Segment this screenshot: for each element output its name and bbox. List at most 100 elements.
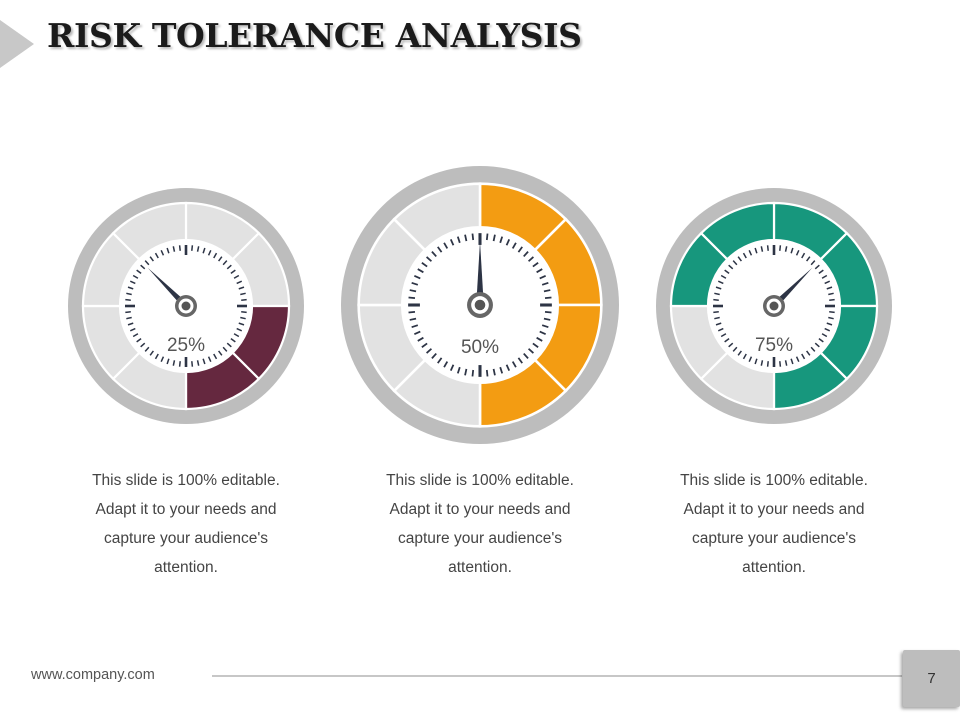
gauge-tick bbox=[492, 368, 496, 376]
gauge-tick bbox=[732, 260, 738, 266]
gauge-tick bbox=[784, 246, 788, 252]
description-line: This slide is 100% editable. bbox=[680, 472, 868, 489]
gauge-tick bbox=[724, 338, 730, 343]
description-line: capture your audience's bbox=[397, 530, 563, 547]
gauge-tick bbox=[240, 292, 246, 296]
gauge-tick bbox=[544, 310, 552, 314]
gauge-tick bbox=[222, 260, 228, 266]
gauge-tick bbox=[409, 317, 417, 321]
gauge-tick bbox=[717, 280, 724, 285]
gauge-segment-filled bbox=[699, 201, 776, 261]
gauge-tick bbox=[154, 252, 159, 259]
gauge-tick bbox=[207, 356, 212, 363]
description-line: attention. bbox=[742, 559, 806, 576]
gauge-tick bbox=[437, 357, 443, 364]
gauge-tick bbox=[821, 333, 828, 338]
gauge-tick bbox=[523, 352, 529, 359]
gauge-tick bbox=[431, 251, 437, 258]
gauge-tick bbox=[713, 311, 719, 314]
gauge-tick bbox=[539, 330, 546, 336]
gauge-tick bbox=[160, 249, 165, 256]
gauge-tick bbox=[810, 260, 816, 266]
gauge-tick bbox=[732, 346, 738, 352]
gauge-tick bbox=[536, 268, 543, 274]
gauge-tick bbox=[499, 366, 504, 374]
gauge-tick bbox=[806, 350, 811, 356]
gauge-tick bbox=[213, 353, 218, 360]
gauge-2-description: This slide is 100% editable. Adapt it to… bbox=[365, 466, 595, 582]
gauge-tick bbox=[202, 247, 206, 254]
gauge-tick bbox=[126, 316, 132, 320]
gauge-tick bbox=[125, 298, 131, 301]
gauge-tick bbox=[240, 316, 246, 320]
gauge-tick bbox=[814, 264, 820, 270]
gauge-tick bbox=[166, 247, 170, 254]
gauge-tick bbox=[541, 324, 549, 329]
gauge-tick bbox=[191, 245, 194, 251]
gauge-tick bbox=[754, 358, 758, 365]
gauge-tick bbox=[824, 280, 831, 285]
gauge-tick bbox=[233, 274, 240, 279]
gauge-tick bbox=[784, 360, 788, 366]
gauge-tick bbox=[748, 356, 753, 363]
gauge-tick bbox=[417, 336, 424, 342]
gauge-tick bbox=[532, 342, 539, 348]
gauge-tick bbox=[779, 245, 782, 251]
gauge-tick bbox=[127, 286, 134, 290]
footer-url[interactable]: www.company.com bbox=[31, 667, 155, 683]
gauge-tick bbox=[720, 274, 727, 279]
gauge-2: 50% bbox=[341, 166, 619, 444]
gauge-tick bbox=[178, 245, 181, 251]
gauge-tick bbox=[417, 268, 424, 274]
gauge-tick bbox=[464, 234, 468, 242]
gauge-tick bbox=[517, 357, 523, 364]
gauge-tick bbox=[828, 316, 834, 320]
gauge-tick bbox=[236, 280, 243, 285]
gauge-tick bbox=[421, 262, 428, 268]
gauge-tick bbox=[213, 252, 218, 259]
gauge-tick bbox=[191, 361, 194, 367]
gauge-3-description: This slide is 100% editable. Adapt it to… bbox=[659, 466, 889, 582]
gauge-tick bbox=[456, 366, 461, 374]
gauge-tick bbox=[233, 333, 240, 338]
slide-title: RISK TOLERANCE ANALYSIS bbox=[47, 16, 582, 55]
gauge-tick bbox=[714, 316, 720, 320]
gauge-tick bbox=[499, 236, 504, 244]
gauge-tick bbox=[829, 298, 835, 301]
description-line: This slide is 100% editable. bbox=[92, 472, 280, 489]
gauge-tick bbox=[160, 356, 165, 363]
gauge-tick bbox=[222, 346, 228, 352]
gauge-tick bbox=[511, 361, 517, 368]
description-line: Adapt it to your needs and bbox=[389, 501, 571, 518]
gauge-tick bbox=[795, 356, 800, 363]
gauge-tick bbox=[801, 252, 806, 259]
gauge-tick bbox=[814, 342, 820, 348]
gauge-tick bbox=[411, 324, 419, 329]
description-line: Adapt it to your needs and bbox=[95, 501, 277, 518]
gauge-tick bbox=[140, 342, 146, 348]
description-line: attention. bbox=[154, 559, 218, 576]
gauge-tick bbox=[766, 361, 769, 367]
gauge-tick bbox=[408, 296, 416, 300]
gauge-tick bbox=[826, 286, 833, 290]
gauge-1-description: This slide is 100% editable. Adapt it to… bbox=[71, 466, 301, 582]
gauge-tick bbox=[431, 352, 437, 359]
gauge-tick bbox=[140, 264, 146, 270]
gauge-tick bbox=[126, 292, 132, 296]
gauge-tick bbox=[795, 249, 800, 256]
description-line: capture your audience's bbox=[691, 530, 857, 547]
gauge-1-value-label: 25% bbox=[167, 335, 205, 356]
gauge-tick bbox=[129, 280, 136, 285]
gauge-tick bbox=[821, 274, 828, 279]
gauge-tick bbox=[230, 269, 236, 274]
gauge-tick bbox=[443, 361, 449, 368]
gauge-hub-center bbox=[181, 301, 191, 311]
gauge-tick bbox=[492, 234, 496, 242]
description-line: Adapt it to your needs and bbox=[683, 501, 865, 518]
gauge-tick bbox=[144, 346, 150, 352]
gauge-tick bbox=[226, 342, 232, 348]
gauge-tick bbox=[409, 289, 417, 293]
gauge-tick bbox=[720, 333, 727, 338]
gauge-tick bbox=[505, 239, 511, 246]
gauge-tick bbox=[218, 350, 223, 356]
